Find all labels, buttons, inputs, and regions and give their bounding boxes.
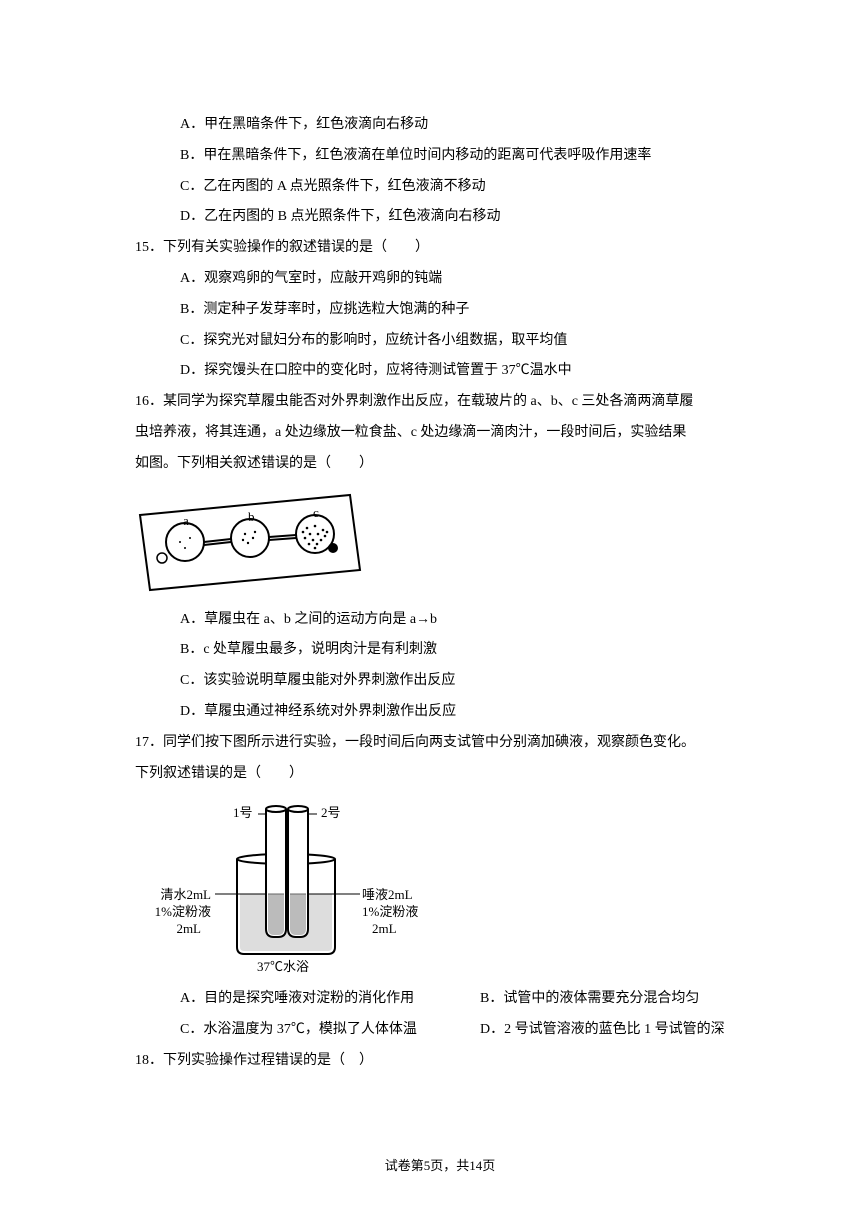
q16-option-c: C．该实验说明草履虫能对外界刺激作出反应 [135, 666, 745, 697]
svg-text:b: b [248, 509, 255, 524]
q17-stem-line1: 17．同学们按下图所示进行实验，一段时间后向两支试管中分别滴加碘液，观察颜色变化… [135, 728, 745, 759]
q15-option-a: A．观察鸡卵的气室时，应敲开鸡卵的钝端 [135, 264, 745, 295]
q17-option-d: D．2 号试管溶液的蓝色比 1 号试管的深 [480, 1015, 745, 1046]
q17-option-b: B．试管中的液体需要充分混合均匀 [480, 984, 745, 1015]
svg-text:37℃水浴: 37℃水浴 [257, 959, 309, 974]
q14-option-d: D．乙在丙图的 B 点光照条件下，红色液滴向右移动 [135, 202, 745, 233]
q15-option-b: B．测定种子发芽率时，应挑选粒大饱满的种子 [135, 295, 745, 326]
q16-option-d: D．草履虫通过神经系统对外界刺激作出反应 [135, 697, 745, 728]
q15-stem: 15．下列有关实验操作的叙述错误的是（ ） [135, 233, 745, 264]
q18-stem: 18．下列实验操作过程错误的是（ ） [135, 1046, 745, 1077]
q15-option-d: D．探究馒头在口腔中的变化时，应将待测试管置于 37℃温水中 [135, 356, 745, 387]
q17-figure: 1号 2号 清水2mL 1%淀粉液 2m [145, 799, 745, 974]
tube2-label: 2号 [321, 805, 341, 820]
svg-text:1%淀粉液: 1%淀粉液 [362, 904, 418, 919]
q14-option-c: C．乙在丙图的 A 点光照条件下，红色液滴不移动 [135, 172, 745, 203]
page-footer: 试卷第5页，共14页 [135, 1152, 745, 1181]
svg-text:2mL: 2mL [176, 921, 201, 936]
svg-text:2mL: 2mL [372, 921, 397, 936]
tube1-label: 1号 [233, 805, 253, 820]
q16-stem-line2: 虫培养液，将其连通，a 处边缘放一粒食盐、c 处边缘滴一滴肉汁，一段时间后，实验… [135, 418, 745, 449]
q14-option-b: B．甲在黑暗条件下，红色液滴在单位时间内移动的距离可代表呼吸作用速率 [135, 141, 745, 172]
q17-option-a: A．目的是探究唾液对淀粉的消化作用 [135, 984, 480, 1015]
q16-figure: a b c [135, 490, 745, 595]
svg-text:a: a [183, 513, 189, 528]
q14-option-a: A．甲在黑暗条件下，红色液滴向右移动 [135, 110, 745, 141]
q17-option-c: C．水浴温度为 37℃，模拟了人体体温 [135, 1015, 480, 1046]
page: A．甲在黑暗条件下，红色液滴向右移动 B．甲在黑暗条件下，红色液滴在单位时间内移… [0, 0, 860, 1216]
q17-stem-line2: 下列叙述错误的是（ ） [135, 759, 745, 790]
svg-text:c: c [313, 505, 319, 520]
svg-text:清水2mL: 清水2mL [160, 887, 211, 902]
svg-text:唾液2mL: 唾液2mL [362, 887, 413, 902]
q16-stem-line1: 16．某同学为探究草履虫能否对外界刺激作出反应，在载玻片的 a、b、c 三处各滴… [135, 387, 745, 418]
svg-text:1%淀粉液: 1%淀粉液 [155, 904, 211, 919]
q15-option-c: C．探究光对鼠妇分布的影响时，应统计各小组数据，取平均值 [135, 326, 745, 357]
q16-option-a: A．草履虫在 a、b 之间的运动方向是 a→b [135, 605, 745, 636]
q16-option-b: B．c 处草履虫最多，说明肉汁是有利刺激 [135, 635, 745, 666]
q16-stem-line3: 如图。下列相关叙述错误的是（ ） [135, 449, 745, 480]
